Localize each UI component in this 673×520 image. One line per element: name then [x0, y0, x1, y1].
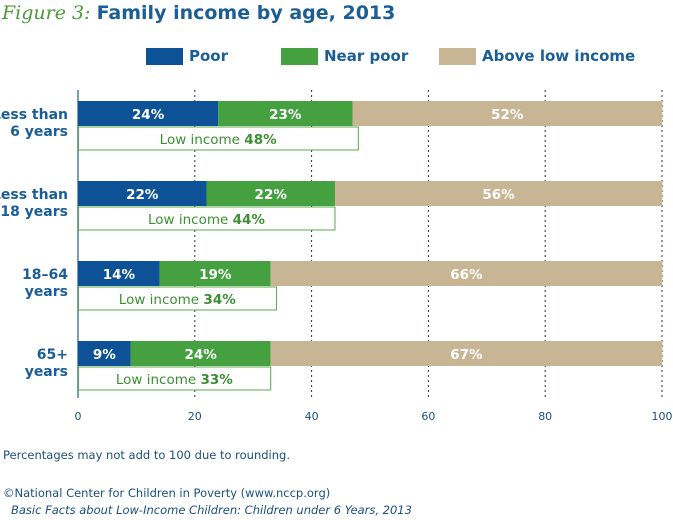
- legend-label-above-low-income: Above low income: [482, 47, 636, 65]
- bar-segment-above-low-income: [334, 181, 662, 206]
- low-income-label: Low income 34%: [119, 292, 236, 308]
- data-label-near-poor: 22%: [255, 187, 288, 203]
- x-tick-label: 100: [652, 410, 673, 423]
- category-label-line: Less than: [0, 187, 68, 203]
- low-income-label: Low income 48%: [160, 132, 277, 148]
- bar-segment-above-low-income: [352, 101, 662, 126]
- category-label-line: 18–64: [22, 267, 68, 283]
- bar-segment-near-poor: [130, 341, 271, 366]
- legend-swatch-near-poor: [281, 47, 318, 65]
- data-label-near-poor: 23%: [269, 107, 302, 123]
- data-label-above-low-income: 67%: [450, 347, 483, 363]
- legend-label-near-poor: Near poor: [324, 47, 409, 65]
- category-label-line: 18 years: [0, 204, 68, 220]
- x-tick-label: 40: [305, 410, 319, 423]
- data-label-poor: 14%: [103, 267, 136, 283]
- low-income-box: [78, 286, 278, 311]
- low-income-text: Low income: [160, 132, 245, 148]
- low-income-text: Low income: [148, 212, 233, 228]
- bar-segment-poor: [78, 181, 207, 206]
- figure-label: Figure 3:: [2, 2, 91, 24]
- category-label-line: Less than: [0, 107, 68, 123]
- data-label-poor: 22%: [126, 187, 159, 203]
- data-label-poor: 9%: [93, 347, 116, 363]
- bar-segment-above-low-income: [270, 261, 662, 286]
- data-label-above-low-income: 56%: [482, 187, 515, 203]
- chart-title: Family income by age, 2013: [96, 2, 396, 24]
- rounding-note: Percentages may not add to 100 due to ro…: [3, 448, 290, 462]
- source-line: Basic Facts about Low-Income Children: C…: [11, 503, 412, 517]
- low-income-value: 44%: [233, 212, 266, 228]
- legend-item-above-low-income: Above low income: [439, 47, 635, 65]
- category-label-line: 65+: [37, 347, 68, 363]
- low-income-box: [78, 206, 336, 231]
- bar-segment-near-poor: [218, 101, 353, 126]
- low-income-value: 48%: [244, 132, 277, 148]
- x-tick-label: 60: [421, 410, 435, 423]
- category-label: 65+ years: [25, 347, 68, 380]
- category-label: 18–64 years: [22, 267, 68, 300]
- low-income-label: Low income 44%: [148, 212, 265, 228]
- data-label-near-poor: 19%: [199, 267, 232, 283]
- low-income-label: Low income 33%: [116, 372, 233, 388]
- bar-segment-poor: [78, 341, 131, 366]
- category-label-line: 6 years: [10, 124, 68, 140]
- data-label-poor: 24%: [132, 107, 165, 123]
- figure-title: Figure 3: Family income by age, 2013: [2, 2, 395, 24]
- bar-segment-near-poor: [206, 181, 335, 206]
- x-tick-label: 80: [538, 410, 552, 423]
- low-income-text: Low income: [119, 292, 204, 308]
- x-tick-label: 0: [75, 410, 82, 423]
- legend-swatch-above-low-income: [439, 47, 476, 65]
- low-income-box: [78, 126, 359, 151]
- x-tick-label: 20: [188, 410, 202, 423]
- copyright-line: ©National Center for Children in Poverty…: [3, 486, 331, 500]
- data-label-above-low-income: 66%: [450, 267, 483, 283]
- low-income-text: Low income: [116, 372, 201, 388]
- data-label-near-poor: 24%: [184, 347, 217, 363]
- legend-item-near-poor: Near poor: [281, 47, 408, 65]
- low-income-value: 34%: [203, 292, 236, 308]
- data-label-above-low-income: 52%: [491, 107, 524, 123]
- category-label-line: years: [25, 284, 68, 300]
- bar-segment-poor: [78, 101, 219, 126]
- legend-label-poor: Poor: [189, 47, 229, 65]
- legend-item-poor: Poor: [146, 47, 228, 65]
- legend-swatch-poor: [146, 47, 183, 65]
- bar-segment-above-low-income: [270, 341, 662, 366]
- bar-segment-near-poor: [159, 261, 271, 286]
- low-income-value: 33%: [201, 372, 234, 388]
- low-income-box: [78, 366, 272, 391]
- category-label-line: years: [25, 364, 68, 380]
- bar-segment-poor: [78, 261, 160, 286]
